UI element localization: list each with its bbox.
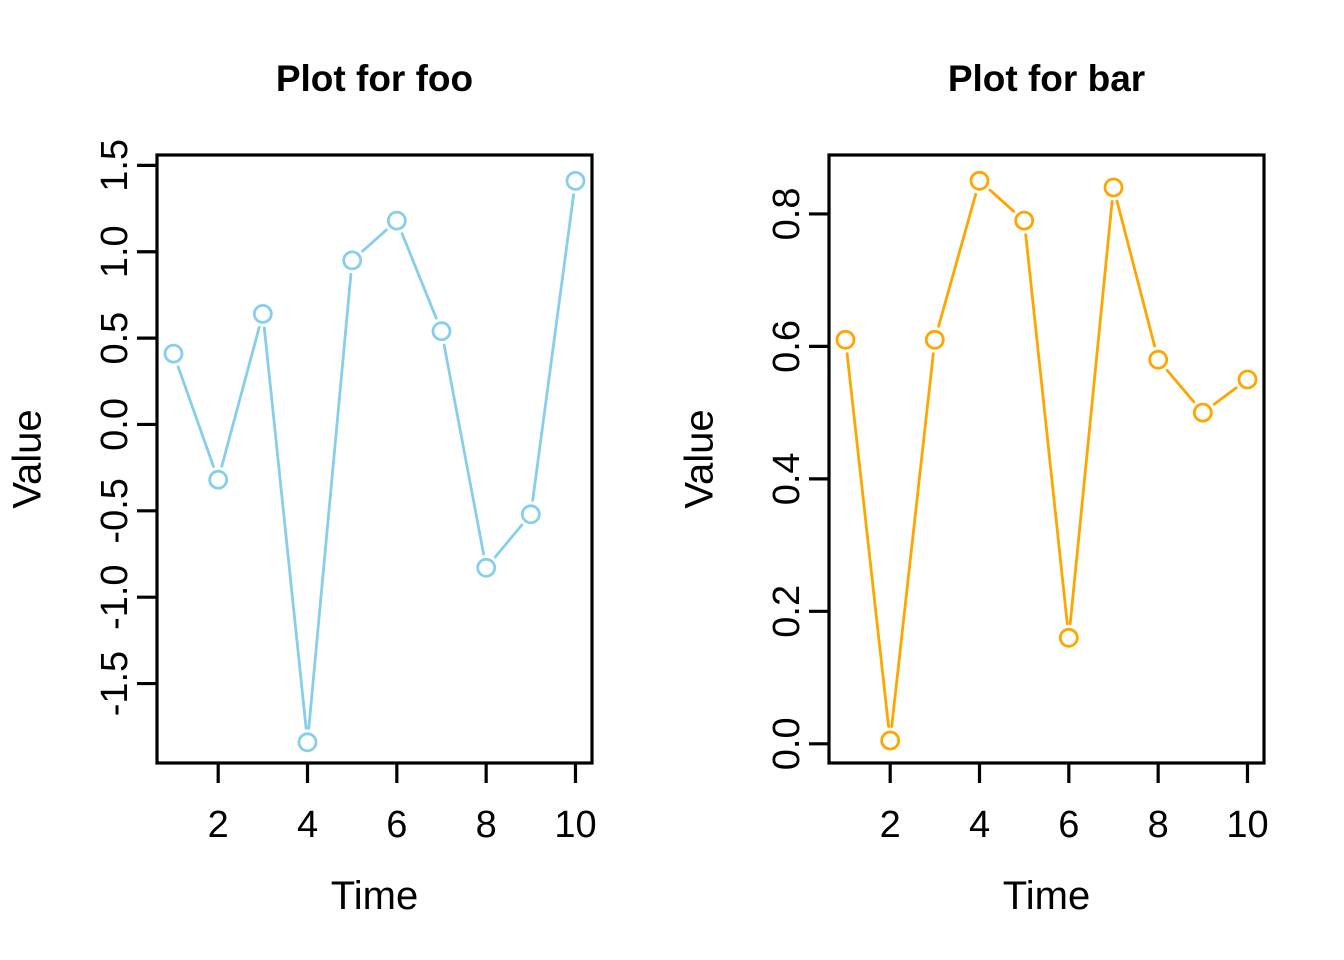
plot-frame bbox=[827, 153, 1266, 765]
series-segment bbox=[937, 192, 978, 328]
series-segment bbox=[307, 272, 353, 730]
series-segment bbox=[176, 365, 215, 468]
x-tick-label: 6 bbox=[1058, 804, 1079, 846]
plot-title-bar: Plot for bar bbox=[947, 58, 1146, 99]
series-segment bbox=[220, 325, 261, 468]
x-tick-label: 8 bbox=[1148, 804, 1169, 846]
data-point-marker bbox=[1192, 402, 1213, 423]
data-point-marker bbox=[297, 732, 318, 753]
data-point-marker bbox=[431, 321, 452, 342]
series-segment bbox=[400, 232, 438, 320]
x-axis-label-bar: Time bbox=[1002, 874, 1091, 918]
series-segment bbox=[1068, 199, 1114, 626]
y-tick-label: 0.0 bbox=[94, 398, 136, 451]
x-tick-label: 8 bbox=[476, 804, 497, 846]
x-tick-label: 2 bbox=[880, 804, 901, 846]
data-point-marker bbox=[520, 504, 541, 525]
y-tick-label: 0.5 bbox=[94, 312, 136, 365]
series-segment bbox=[988, 188, 1016, 213]
y-tick-label: 1.5 bbox=[94, 139, 136, 192]
data-point-marker bbox=[386, 210, 407, 231]
y-tick-label: 0.4 bbox=[766, 452, 808, 505]
panel-foo: 2 4 6 8 10 -1.5 -1.0 -0.5 0.0 0.5 1.0 1.5 Plot for … bbox=[5, 58, 597, 918]
y-tick-label: 0.6 bbox=[766, 320, 808, 373]
y-tick-label: -0.5 bbox=[94, 478, 136, 543]
y-tick-label: -1.0 bbox=[94, 564, 136, 629]
y-tick-label: 1.0 bbox=[94, 225, 136, 278]
x-tick-label: 10 bbox=[554, 804, 596, 846]
y-tick-label: 0.0 bbox=[766, 717, 808, 770]
data-point-marker bbox=[1014, 210, 1035, 231]
plot-title-foo: Plot for foo bbox=[275, 58, 474, 99]
series-segment bbox=[1212, 386, 1238, 406]
plot-frame bbox=[155, 153, 594, 765]
data-point-marker bbox=[1148, 349, 1169, 370]
data-point-marker bbox=[208, 469, 229, 490]
data-point-marker bbox=[835, 329, 856, 350]
data-point-marker bbox=[1237, 369, 1258, 390]
x-tick-label: 4 bbox=[297, 804, 318, 846]
series-segment bbox=[442, 343, 486, 556]
series-segment bbox=[262, 326, 308, 730]
data-point-marker bbox=[1103, 177, 1124, 198]
data-point-marker bbox=[969, 170, 990, 191]
data-point-marker bbox=[924, 329, 945, 350]
data-point-marker bbox=[342, 250, 363, 271]
series-segment bbox=[361, 228, 388, 253]
series-segment bbox=[1165, 368, 1196, 404]
x-tick-label: 2 bbox=[208, 804, 229, 846]
data-point-marker bbox=[1058, 627, 1079, 648]
x-axis-label-foo: Time bbox=[330, 874, 419, 918]
plot-svg-bar: 2 4 6 8 10 0.0 0.2 0.4 0.6 0.8 bbox=[766, 153, 1269, 846]
y-axis-label-text-foo: Value bbox=[5, 409, 50, 509]
y-tick-label: -1.5 bbox=[94, 651, 136, 716]
data-point-marker bbox=[476, 557, 497, 578]
y-tick-label: 0.2 bbox=[766, 585, 808, 638]
plot-svg-foo: 2 4 6 8 10 -1.5 -1.0 -0.5 0.0 0.5 1.0 1.5 bbox=[94, 139, 597, 846]
data-point-marker bbox=[880, 730, 901, 751]
series-segment bbox=[493, 523, 524, 559]
data-point-marker bbox=[565, 170, 586, 191]
series-segment bbox=[1115, 199, 1157, 348]
series-segment bbox=[890, 352, 935, 728]
x-tick-label: 6 bbox=[386, 804, 407, 846]
data-point-marker bbox=[252, 303, 273, 324]
series-segment bbox=[1024, 233, 1069, 626]
x-tick-label: 4 bbox=[969, 804, 990, 846]
panel-bar: 2 4 6 8 10 0.0 0.2 0.4 0.6 0.8 Plot for bar Time … bbox=[672, 0, 1344, 960]
series-segment bbox=[531, 193, 575, 502]
y-tick-label: 0.8 bbox=[766, 188, 808, 241]
y-axis-label-text-bar: Value bbox=[677, 409, 722, 509]
data-point-marker bbox=[163, 343, 184, 364]
x-tick-label: 10 bbox=[1226, 804, 1268, 846]
series-segment bbox=[845, 352, 891, 728]
